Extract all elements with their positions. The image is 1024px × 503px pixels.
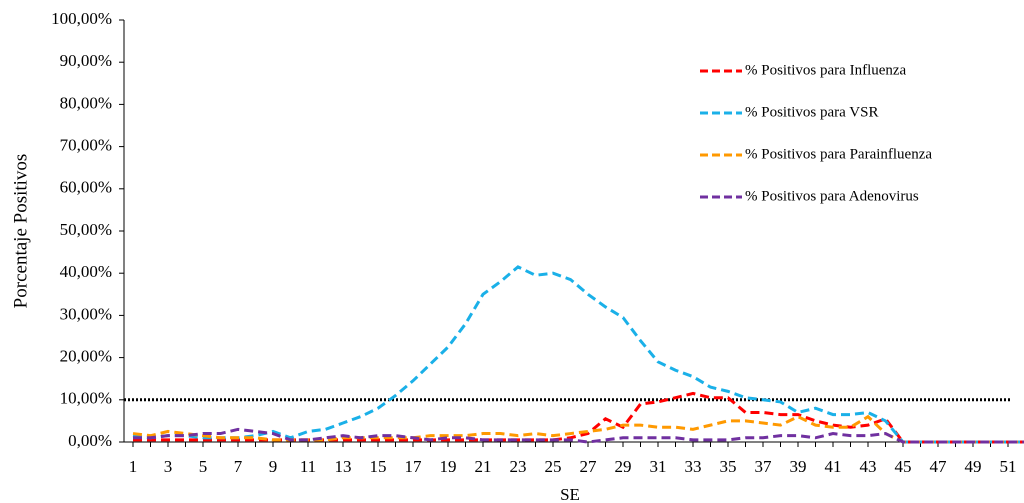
x-tick-label: 41 bbox=[825, 457, 842, 476]
x-tick-label: 1 bbox=[129, 457, 138, 476]
x-tick-label: 43 bbox=[860, 457, 877, 476]
x-tick-label: 35 bbox=[720, 457, 737, 476]
x-tick-label: 17 bbox=[405, 457, 423, 476]
x-tick-label: 29 bbox=[615, 457, 632, 476]
x-tick-label: 23 bbox=[510, 457, 527, 476]
legend-label: % Positivos para Adenovirus bbox=[745, 188, 919, 204]
x-tick-label: 31 bbox=[650, 457, 667, 476]
legend-label: % Positivos para Influenza bbox=[745, 62, 907, 78]
y-tick-label: 30,00% bbox=[60, 304, 112, 323]
x-tick-label: 37 bbox=[755, 457, 773, 476]
x-tick-label: 51 bbox=[1000, 457, 1017, 476]
y-tick-label: 70,00% bbox=[60, 136, 112, 155]
x-tick-label: 5 bbox=[199, 457, 208, 476]
y-axis-label: Porcentaje Positivos bbox=[10, 154, 31, 309]
x-tick-label: 3 bbox=[164, 457, 173, 476]
y-tick-label: 20,00% bbox=[60, 347, 112, 366]
x-tick-label: 45 bbox=[895, 457, 912, 476]
x-tick-label: 11 bbox=[300, 457, 316, 476]
legend-label: % Positivos para Parainfluenza bbox=[745, 146, 932, 162]
series-line bbox=[132, 414, 1024, 444]
x-tick-label: 27 bbox=[580, 457, 598, 476]
y-tick-label: 80,00% bbox=[60, 93, 112, 112]
series-line bbox=[133, 427, 1024, 444]
x-tick-label: 13 bbox=[335, 457, 352, 476]
x-tick-label: 9 bbox=[269, 457, 278, 476]
x-axis-label: SE bbox=[560, 485, 580, 503]
x-tick-label: 15 bbox=[370, 457, 387, 476]
x-tick-label: 49 bbox=[965, 457, 982, 476]
y-tick-label: 60,00% bbox=[60, 178, 112, 197]
y-tick-label: 0,00% bbox=[68, 431, 112, 450]
y-tick-label: 90,00% bbox=[60, 51, 112, 70]
y-tick-label: 10,00% bbox=[60, 389, 112, 408]
y-tick-label: 100,00% bbox=[51, 9, 112, 28]
x-tick-label: 19 bbox=[440, 457, 457, 476]
series-line bbox=[133, 391, 1024, 444]
legend-label: % Positivos para VSR bbox=[745, 104, 878, 120]
x-tick-label: 39 bbox=[790, 457, 807, 476]
x-tick-label: 21 bbox=[475, 457, 492, 476]
y-tick-label: 50,00% bbox=[60, 220, 112, 239]
x-tick-label: 47 bbox=[930, 457, 948, 476]
series-line bbox=[132, 265, 1024, 444]
x-tick-label: 7 bbox=[234, 457, 243, 476]
y-tick-label: 40,00% bbox=[60, 262, 112, 281]
x-tick-label: 25 bbox=[545, 457, 562, 476]
x-tick-label: 33 bbox=[685, 457, 702, 476]
